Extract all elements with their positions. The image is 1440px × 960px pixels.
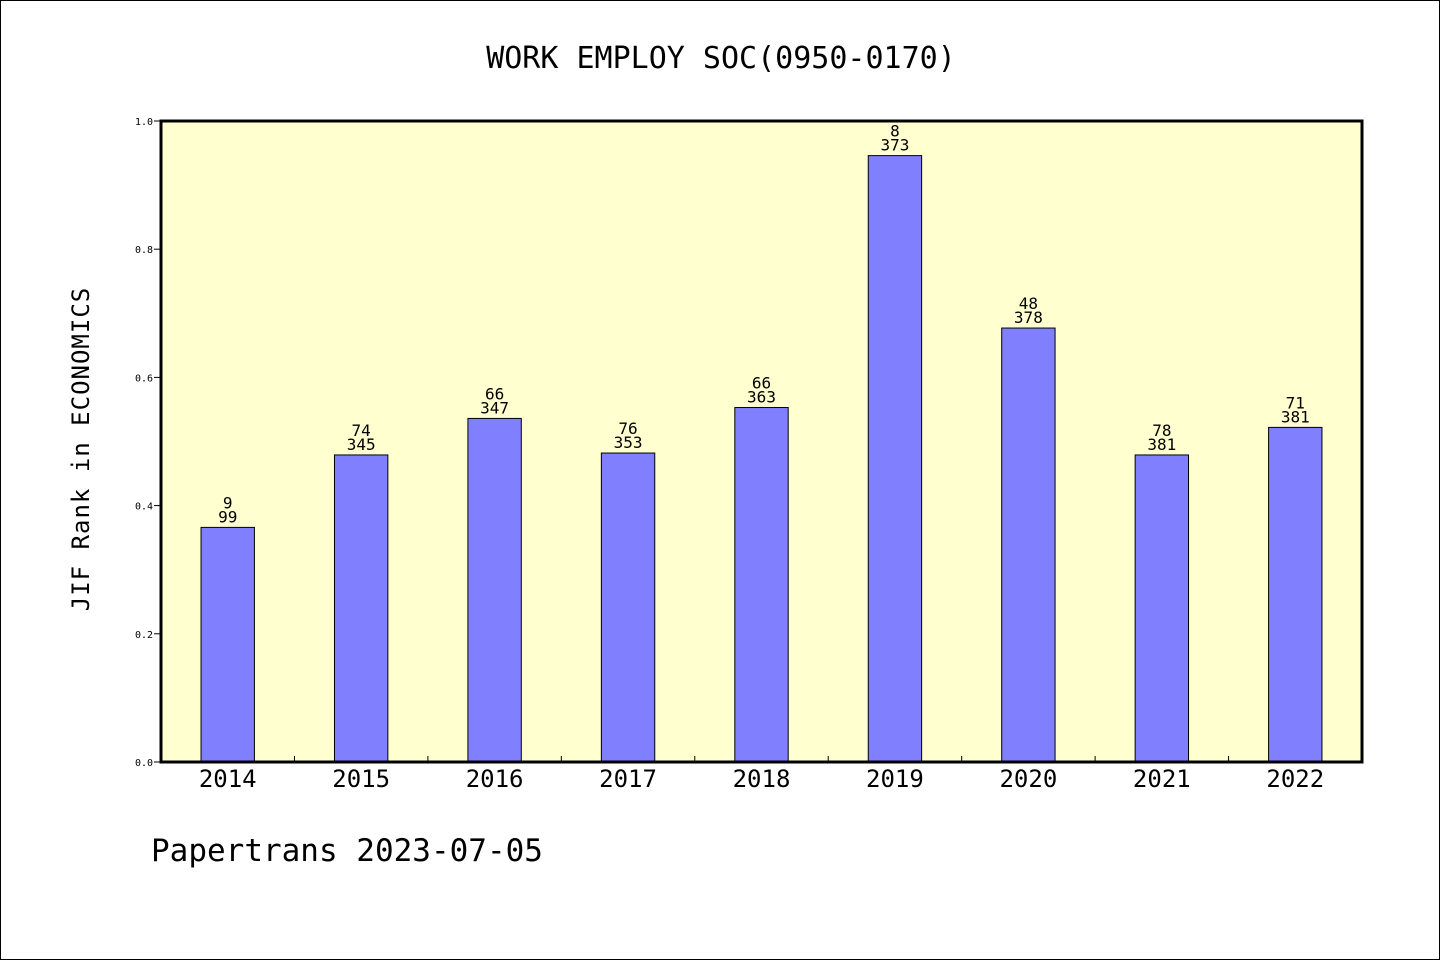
footer-text: Papertrans 2023-07-05 bbox=[151, 833, 543, 869]
x-tick-label: 2018 bbox=[733, 765, 791, 793]
bar bbox=[1268, 426, 1323, 763]
x-tick-label: 2014 bbox=[199, 765, 257, 793]
bar-rank-label: 66 bbox=[752, 374, 771, 393]
chart-title: WORK EMPLOY SOC(0950-0170) bbox=[486, 41, 956, 76]
y-tick-label: 0.2 bbox=[135, 630, 153, 641]
bar-rank-label: 71 bbox=[1286, 393, 1305, 412]
bar-total-label: 378 bbox=[1014, 308, 1043, 327]
x-axis-ticks: 2014 2015 2016 2017 2018 2019 2020 2021 2022 bbox=[199, 756, 1324, 793]
bar-labels: 9997434566347763536636383734837878381713… bbox=[218, 122, 1310, 527]
bar-rank-label: 48 bbox=[1019, 294, 1038, 313]
bar-total-label: 373 bbox=[880, 136, 909, 155]
bar bbox=[333, 454, 389, 763]
plot-border bbox=[159, 119, 1364, 764]
bar-total-label: 381 bbox=[1281, 407, 1310, 426]
y-tick-label: 1.0 bbox=[135, 117, 153, 128]
bar-series bbox=[200, 155, 1323, 763]
bar-total-label: 345 bbox=[347, 435, 376, 454]
bar bbox=[734, 407, 789, 763]
x-tick-label: 2016 bbox=[466, 765, 524, 793]
bar-total-label: 353 bbox=[614, 433, 643, 452]
bar-total-label: 381 bbox=[1147, 435, 1176, 454]
bar bbox=[1001, 327, 1056, 763]
y-tick-label: 0.8 bbox=[135, 245, 153, 256]
bar bbox=[1134, 454, 1190, 763]
bar bbox=[600, 452, 656, 763]
bar-rank-label: 76 bbox=[618, 419, 637, 438]
bar-rank-label: 66 bbox=[485, 384, 504, 403]
y-tick-label: 0.4 bbox=[135, 502, 153, 513]
x-tick-label: 2017 bbox=[599, 765, 657, 793]
bar-rank-label: 9 bbox=[223, 493, 233, 512]
x-tick-label: 2020 bbox=[999, 765, 1057, 793]
bar-rank-label: 78 bbox=[1152, 421, 1171, 440]
y-axis-ticks: 0.0 0.2 0.4 0.6 0.8 1.0 bbox=[135, 117, 161, 769]
y-axis-label: JIF Rank in ECONOMICS bbox=[67, 287, 95, 611]
bar bbox=[867, 155, 923, 763]
x-tick-label: 2015 bbox=[332, 765, 390, 793]
bar bbox=[200, 526, 255, 763]
x-tick-label: 2021 bbox=[1133, 765, 1191, 793]
bar-total-label: 363 bbox=[747, 388, 776, 407]
bar-total-label: 99 bbox=[218, 507, 237, 526]
bar bbox=[467, 417, 522, 763]
x-tick-label: 2019 bbox=[866, 765, 924, 793]
bar-total-label: 347 bbox=[480, 398, 509, 417]
x-tick-label: 2022 bbox=[1266, 765, 1324, 793]
y-tick-label: 0.6 bbox=[135, 373, 153, 384]
bar-rank-label: 74 bbox=[352, 421, 371, 440]
y-tick-label: 0.0 bbox=[135, 758, 153, 769]
bar-rank-label: 8 bbox=[890, 122, 900, 141]
